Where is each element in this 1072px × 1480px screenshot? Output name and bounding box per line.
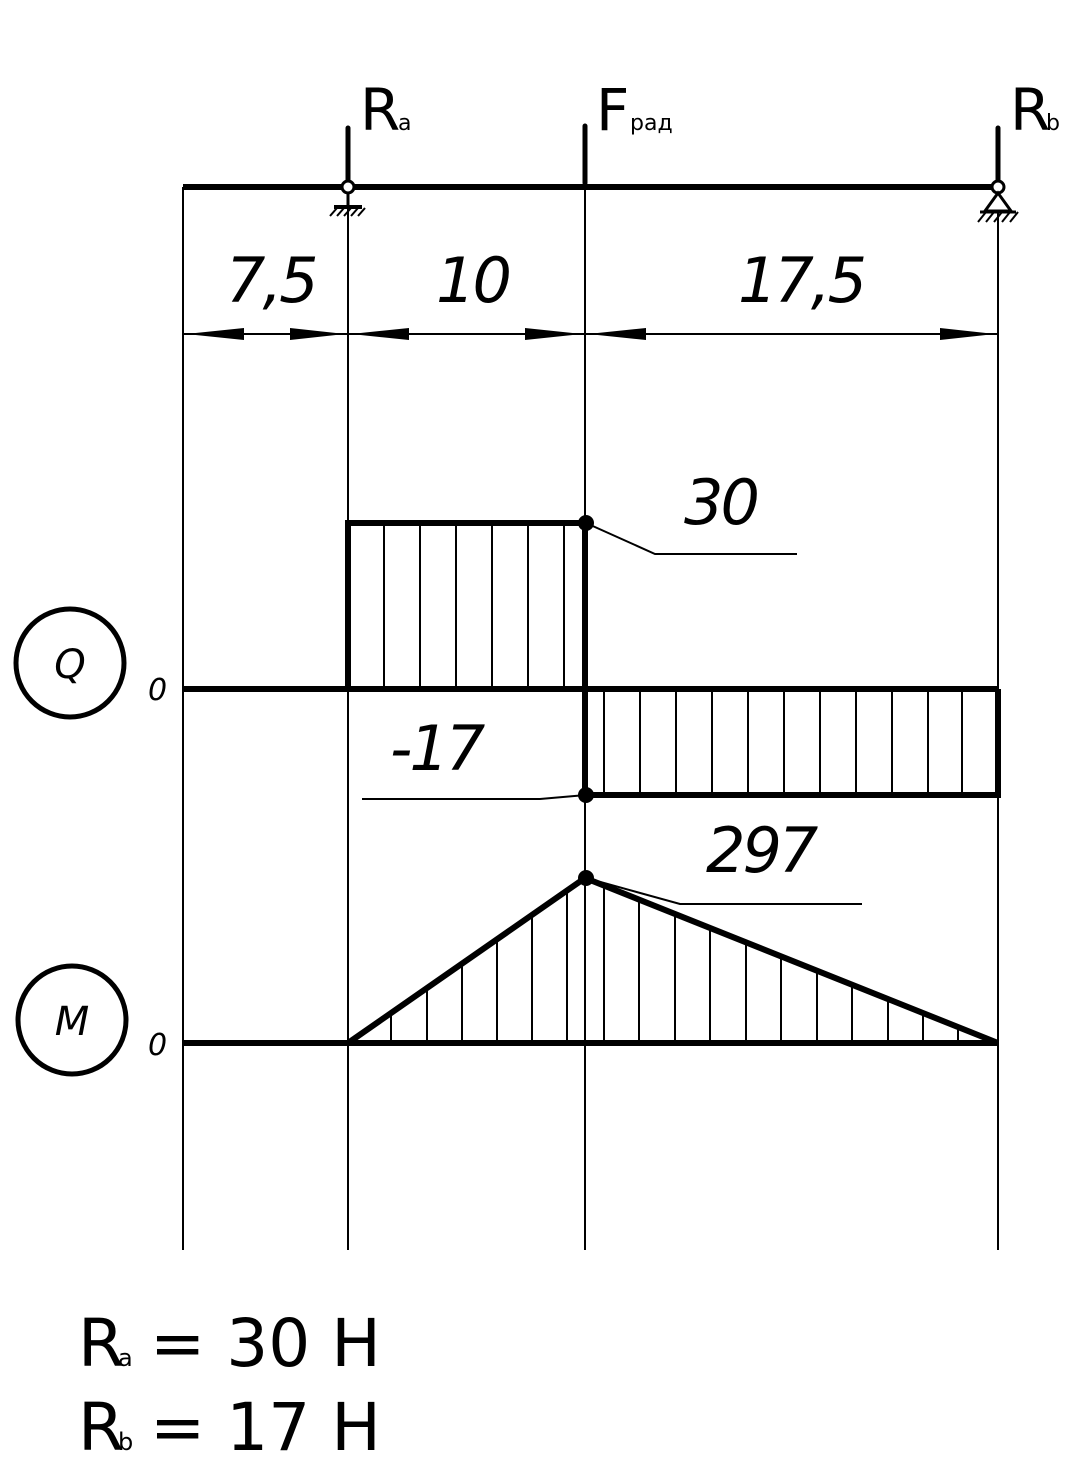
shear-diagram (183, 515, 1001, 803)
result-rb-symbol: R (78, 1389, 124, 1466)
frad-label-sub: рад (630, 111, 673, 136)
result-rb-text: = 17 Н (150, 1389, 381, 1466)
shear-zero-label: 0 (148, 673, 167, 708)
moment-max-value: 297 (706, 814, 818, 887)
result-ra-text: = 30 Н (150, 1305, 381, 1382)
frad-label: F (596, 76, 629, 144)
dimension-1: 7,5 (226, 244, 316, 317)
moment-hatch (390, 886, 959, 1043)
moment-zero-label: 0 (148, 1028, 167, 1063)
shear-outline (345, 520, 1001, 798)
shear-min-value: -17 (390, 712, 485, 785)
dimension-line (183, 328, 998, 340)
reference-lines (182, 187, 999, 1250)
shear-hatch-negative (603, 689, 963, 795)
force-arrows (345, 123, 1001, 186)
rb-label-sub: b (1046, 111, 1060, 136)
shear-label: Q (54, 642, 85, 688)
moment-label: M (55, 999, 90, 1045)
dimension-3: 17,5 (738, 244, 865, 317)
shear-hatch-positive (383, 523, 565, 688)
support-a (329, 179, 366, 217)
result-ra-sub: a (118, 1344, 133, 1372)
results: R a = 30 Н R b = 17 Н (78, 1305, 381, 1466)
shear-min-leader (362, 794, 587, 800)
dimension-2: 10 (436, 244, 509, 317)
shear-max-leader (585, 522, 797, 555)
result-ra-symbol: R (78, 1305, 124, 1382)
moment-circle (15, 963, 129, 1077)
support-b (977, 179, 1019, 223)
shear-circle (13, 606, 127, 720)
moment-max-leader (585, 877, 862, 905)
result-rb-sub: b (118, 1428, 133, 1456)
shear-max-value: 30 (684, 466, 757, 539)
moment-diagram (183, 870, 1000, 1046)
ra-label-sub: a (398, 111, 411, 136)
ra-label: R (360, 76, 400, 144)
rb-label: R (1010, 76, 1050, 144)
